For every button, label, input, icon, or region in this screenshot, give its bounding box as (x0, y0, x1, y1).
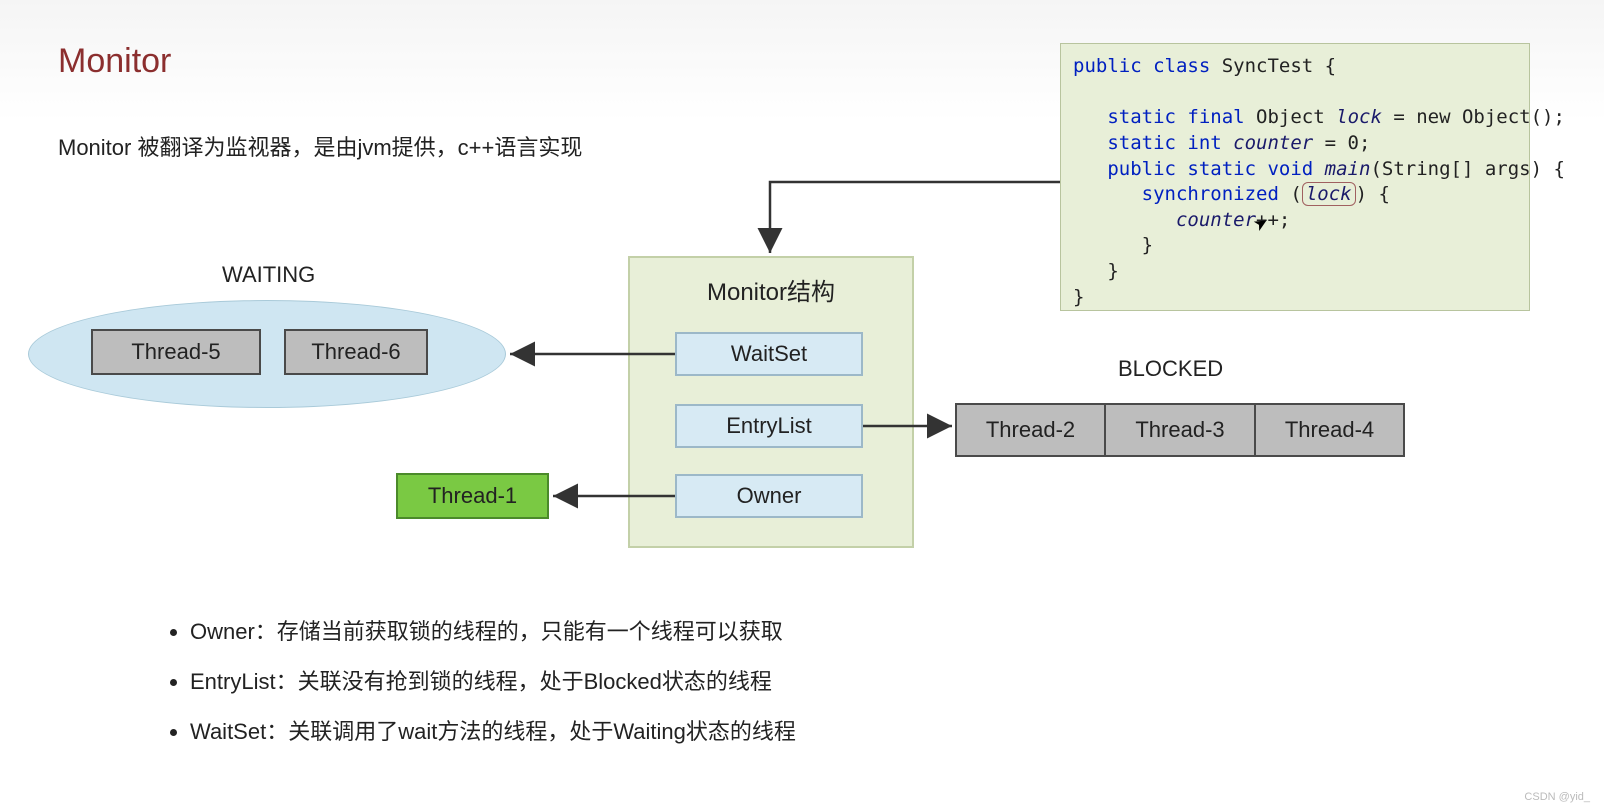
code-brace: } (1107, 260, 1118, 282)
thread-1-box: Thread-1 (396, 473, 549, 519)
code-italic: main (1313, 158, 1370, 180)
code-lock-var: lock (1302, 182, 1356, 206)
bullet-owner: Owner：存储当前获取锁的线程的，只能有一个线程可以获取 (190, 614, 796, 646)
page-subtitle: Monitor 被翻译为监视器，是由jvm提供，c++语言实现 (58, 130, 582, 162)
bullet-list: Owner：存储当前获取锁的线程的，只能有一个线程可以获取 EntryList：… (150, 614, 796, 764)
code-text: = 0; (1313, 132, 1370, 154)
code-text: = new Object(); (1382, 106, 1565, 128)
bullet-entrylist: EntryList：关联没有抢到锁的线程，处于Blocked状态的线程 (190, 664, 796, 696)
code-keyword: public static void (1107, 158, 1313, 180)
code-text: Object (1245, 106, 1337, 128)
code-brace: } (1073, 286, 1084, 308)
owner-slot: Owner (675, 474, 863, 518)
code-italic: lock (1336, 106, 1382, 128)
code-brace: } (1142, 234, 1153, 256)
code-keyword: synchronized (1142, 183, 1279, 205)
code-text: ) { (1356, 183, 1390, 205)
waitset-slot: WaitSet (675, 332, 863, 376)
code-text: SyncTest { (1210, 55, 1336, 77)
bullet-waitset: WaitSet：关联调用了wait方法的线程，处于Waiting状态的线程 (190, 714, 796, 746)
thread-3-box: Thread-3 (1105, 403, 1255, 457)
code-block: public class SyncTest { static final Obj… (1060, 43, 1530, 311)
thread-2-box: Thread-2 (955, 403, 1105, 457)
code-keyword: static int (1107, 132, 1221, 154)
thread-6-box: Thread-6 (284, 329, 428, 375)
code-text: ( (1279, 183, 1302, 205)
watermark: CSDN @yid_ (1524, 791, 1590, 803)
page-title: Monitor (58, 42, 171, 81)
code-italic: counter (1176, 209, 1256, 231)
waiting-label: WAITING (222, 262, 315, 288)
monitor-title: Monitor结构 (686, 272, 856, 307)
thread-4-box: Thread-4 (1255, 403, 1405, 457)
code-keyword: public class (1073, 55, 1210, 77)
code-italic: counter (1222, 132, 1314, 154)
entrylist-slot: EntryList (675, 404, 863, 448)
code-text: (String[] args) { (1370, 158, 1564, 180)
blocked-label: BLOCKED (1118, 356, 1223, 382)
thread-5-box: Thread-5 (91, 329, 261, 375)
code-keyword: static final (1107, 106, 1244, 128)
